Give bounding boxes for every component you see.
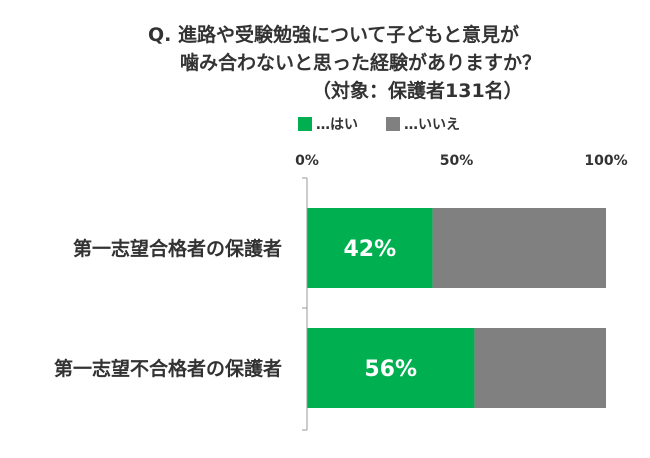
legend-item-yes: …はい (298, 114, 358, 134)
chart-title: Q. 進路や受験勉強について子どもと意見が 噛み合わないと思った経験がありますか… (0, 0, 650, 110)
x-tick-label-2: 50% (440, 153, 474, 169)
title-line-3: （対象：保護者131名） (312, 80, 523, 102)
x-tick-label-1: 0% (295, 153, 319, 169)
data-label-1: 42% (343, 237, 396, 262)
legend-item-no: …いいえ (386, 114, 460, 134)
bar-yes-2 (307, 328, 475, 408)
category-label-2: 第一志望不合格者の保護者 (54, 357, 282, 380)
legend-label-yes: …はい (316, 117, 358, 133)
title-line-1: Q. 進路や受験勉強について子どもと意見が (148, 24, 520, 46)
title-line-2: 噛み合わないと思った経験がありますか？ (180, 52, 542, 74)
legend-swatch-yes (298, 117, 312, 131)
bar-yes-1 (307, 208, 433, 288)
bar-no-1 (432, 208, 606, 288)
legend-swatch-no (386, 117, 400, 131)
data-label-2: 56% (364, 357, 417, 382)
legend-label-no: …いいえ (404, 117, 460, 133)
category-label-1: 第一志望合格者の保護者 (73, 237, 282, 260)
bar-no-2 (474, 328, 606, 408)
x-tick-label-3: 100% (584, 153, 627, 169)
